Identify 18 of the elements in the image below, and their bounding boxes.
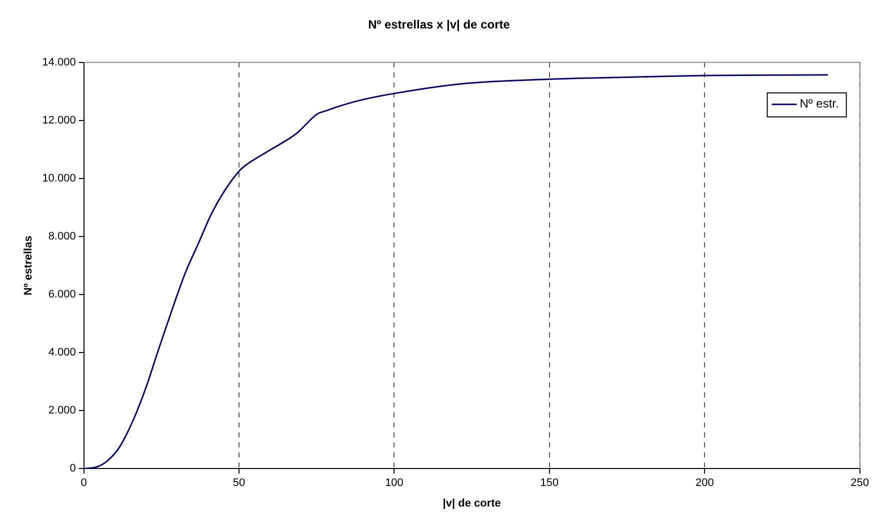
y-tick-label: 6.000: [48, 288, 76, 301]
x-tick-label: 50: [232, 477, 246, 490]
x-axis-title: |v| de corte: [442, 497, 501, 510]
x-tick-label: 200: [695, 477, 714, 490]
x-tick-label: 100: [385, 477, 404, 490]
y-tick-label: 2.000: [48, 404, 76, 417]
legend-label: Nº estr.: [800, 96, 839, 111]
x-tick-label: 0: [80, 477, 87, 490]
y-tick-label: 8.000: [48, 230, 76, 243]
chart-title: Nº estrellas x |v| de corte: [368, 18, 510, 32]
y-tick-label: 4.000: [48, 346, 76, 359]
y-tick-label: 0: [70, 462, 76, 475]
y-tick-label: 12.000: [42, 114, 76, 126]
x-tick-label: 250: [850, 477, 870, 490]
x-tick-label: 150: [540, 477, 559, 490]
y-tick-label: 14.000: [42, 56, 76, 68]
y-tick-label: 10.000: [42, 172, 76, 184]
y-axis-title: Nº estrellas: [22, 236, 35, 296]
